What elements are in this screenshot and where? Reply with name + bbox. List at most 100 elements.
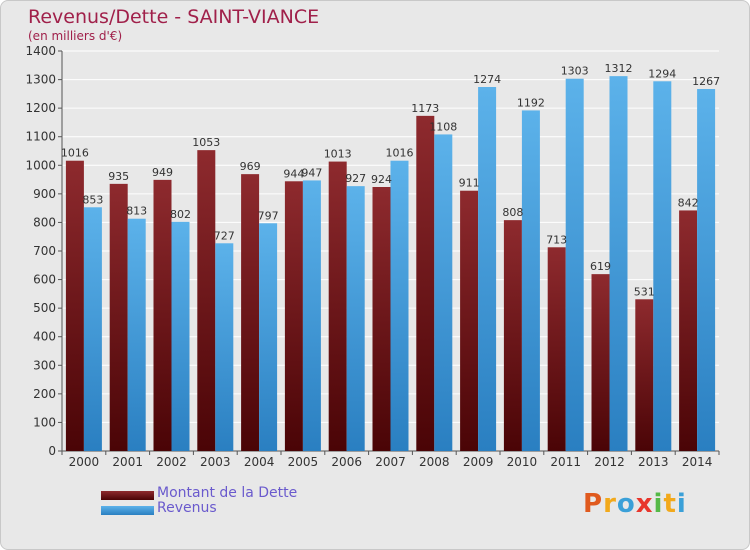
bar-dette [241,174,260,451]
bar-revenus [171,221,190,451]
y-tick-label: 800 [33,215,56,229]
x-tick-label: 2000 [69,455,100,469]
y-tick-label: 1300 [25,73,56,87]
x-tick-label: 2006 [331,455,362,469]
data-label: 853 [82,193,103,206]
data-label: 1053 [192,136,220,149]
x-tick-label: 2014 [682,455,713,469]
proxiti-logo: Proxiti [583,489,687,519]
bar-revenus [653,81,672,452]
bar-revenus [521,110,540,451]
y-tick-label: 100 [33,415,56,429]
data-label: 935 [108,170,129,183]
bar-revenus [697,89,716,451]
x-tick-label: 2005 [288,455,319,469]
chart-subtitle: (en milliers d'€) [28,29,123,43]
data-label: 727 [214,229,235,242]
logo-letter: i [676,489,687,519]
bar-revenus [259,223,278,451]
data-label: 1013 [324,148,352,161]
y-tick-label: 700 [33,244,56,258]
y-tick-label: 1100 [25,130,56,144]
x-tick-label: 2007 [375,455,406,469]
bar-revenus [390,160,409,451]
x-tick-label: 2002 [156,455,187,469]
data-label: 802 [170,208,191,221]
y-tick-label: 1000 [25,158,56,172]
bar-dette [503,220,522,451]
bar-revenus [609,76,628,452]
bar-dette [197,150,216,451]
data-label: 842 [678,196,699,209]
data-label: 619 [590,260,611,273]
data-label: 927 [345,172,366,185]
x-tick-label: 2004 [244,455,275,469]
logo-letter: o [616,489,636,519]
bar-dette [109,183,128,451]
data-label: 1016 [386,147,414,160]
bar-dette [547,247,566,451]
logo-letter: t [663,489,677,519]
y-tick-label: 300 [33,358,56,372]
bar-dette [153,179,172,451]
legend-label-revenus: Revenus [157,500,217,516]
data-label: 969 [240,160,261,173]
legend-swatch-dette [101,491,154,500]
data-label: 813 [126,205,147,218]
legend-label-dette: Montant de la Dette [157,485,298,501]
bar-dette [679,210,698,451]
y-tick-label: 1200 [25,101,56,115]
x-tick-label: 2013 [638,455,669,469]
bar-dette [65,160,84,451]
bar-revenus [478,87,497,451]
data-label: 808 [502,206,523,219]
bar-revenus [302,180,321,451]
data-label: 911 [459,177,480,190]
bar-revenus [127,218,146,451]
data-label: 713 [546,233,567,246]
legend-swatch-revenus [101,506,154,515]
x-tick-label: 2003 [200,455,231,469]
x-tick-label: 2011 [550,455,581,469]
data-label: 1108 [429,120,457,133]
bar-dette [372,187,391,451]
logo-letter: i [653,489,664,519]
x-tick-label: 2009 [463,455,494,469]
y-tick-label: 900 [33,187,56,201]
y-tick-label: 0 [48,444,56,458]
bar-dette [635,299,654,451]
bar-revenus [83,207,102,451]
y-tick-label: 1400 [25,44,56,58]
bar-revenus [215,243,234,451]
data-label: 1274 [473,73,501,86]
data-label: 1312 [605,62,633,75]
chart-title: Revenus/Dette - SAINT-VIANCE [28,6,320,28]
bar-revenus [434,134,453,451]
data-label: 947 [301,166,322,179]
data-label: 944 [283,167,304,180]
data-label: 1267 [692,75,720,88]
x-tick-label: 2010 [507,455,538,469]
data-label: 1294 [648,67,676,80]
data-label: 797 [258,209,279,222]
data-label: 531 [634,285,655,298]
bar-dette [416,115,435,451]
data-label: 1303 [561,65,589,78]
bar-dette [328,161,347,452]
bar-dette [591,274,610,451]
bar-dette [284,181,303,452]
data-label: 924 [371,173,392,186]
data-label: 949 [152,166,173,179]
data-label: 1192 [517,96,545,109]
y-tick-label: 500 [33,301,56,315]
data-label: 1173 [411,102,439,115]
logo-letter: r [603,489,617,519]
logo-letter: x [635,489,654,519]
y-tick-label: 400 [33,330,56,344]
x-tick-label: 2012 [594,455,625,469]
bar-dette [460,190,479,451]
logo-letter: P [583,489,604,519]
bar-revenus [565,78,584,451]
